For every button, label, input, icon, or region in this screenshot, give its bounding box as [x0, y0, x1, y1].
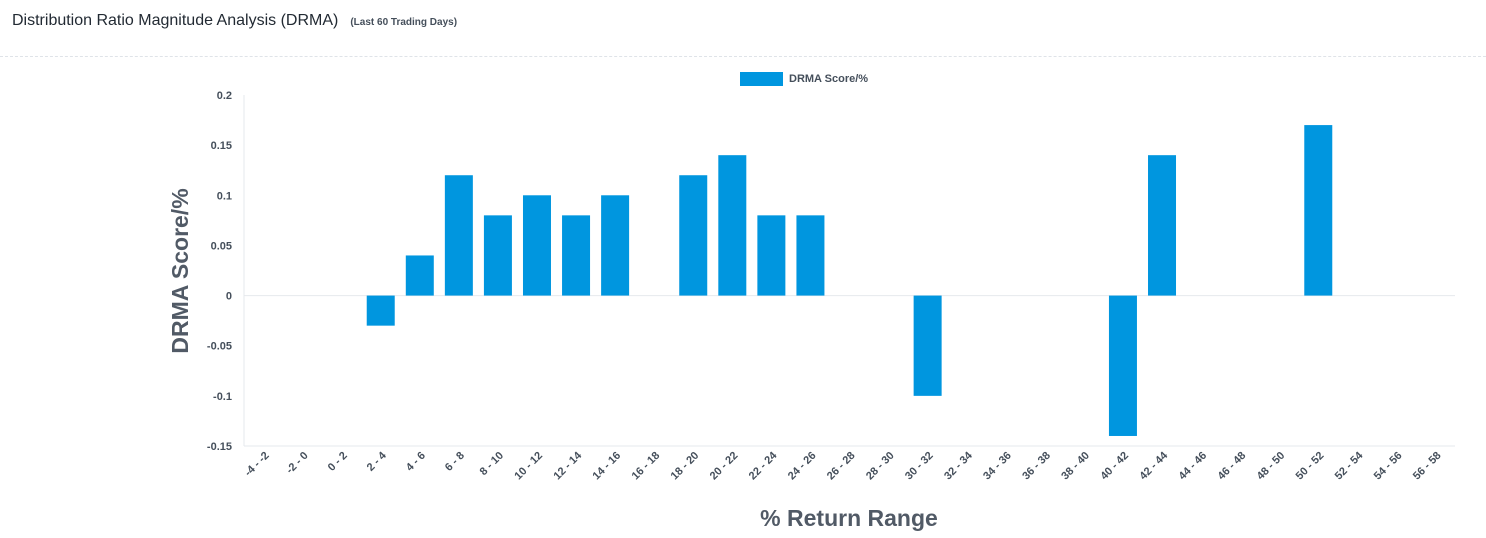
y-axis-title: DRMA Score/%	[167, 188, 193, 353]
y-tick-label: 0.15	[211, 140, 232, 152]
x-tick-label: 44 - 46	[1176, 450, 1209, 483]
x-tick-label: 50 - 52	[1294, 450, 1327, 483]
x-tick-label: 10 - 12	[512, 450, 545, 483]
y-tick-label: -0.15	[207, 441, 232, 453]
y-tick-label: 0.05	[211, 240, 232, 252]
legend-label: DRMA Score/%	[789, 73, 868, 85]
legend-swatch	[740, 72, 783, 86]
x-tick-label: 32 - 34	[942, 449, 975, 482]
x-tick-label: 18 - 20	[669, 450, 702, 483]
bar-30-32[interactable]	[913, 295, 942, 396]
bar-22-24[interactable]	[757, 215, 786, 296]
x-tick-label: 34 - 36	[981, 450, 1014, 483]
x-tick-label: 24 - 26	[786, 450, 819, 483]
x-tick-label: 8 - 10	[478, 450, 506, 478]
bar-8-10[interactable]	[483, 215, 512, 296]
x-tick-label: 40 - 42	[1098, 450, 1131, 483]
x-tick-label: 6 - 8	[443, 450, 467, 474]
bar-18-20[interactable]	[679, 175, 708, 296]
chart-header: Distribution Ratio Magnitude Analysis (D…	[12, 12, 457, 36]
x-tick-label: -2 - 0	[284, 450, 311, 477]
chart-subtitle: (Last 60 Trading Days)	[350, 17, 458, 28]
x-tick-label: 4 - 6	[404, 450, 428, 474]
chart-title: Distribution Ratio Magnitude Analysis (D…	[12, 12, 339, 29]
x-tick-label: 26 - 28	[825, 450, 858, 483]
x-tick-label: 12 - 14	[551, 449, 584, 482]
x-tick-label: 0 - 2	[326, 450, 350, 474]
x-tick-label: 36 - 38	[1020, 450, 1053, 483]
header-divider	[0, 56, 1486, 57]
x-tick-label: -4 - -2	[242, 450, 271, 479]
x-tick-label: 48 - 50	[1255, 450, 1288, 483]
bar-12-14[interactable]	[562, 215, 591, 296]
x-tick-label: 22 - 24	[747, 449, 780, 482]
bar-50-52[interactable]	[1304, 125, 1333, 296]
legend[interactable]: DRMA Score/%	[740, 72, 868, 86]
x-tick-label: 28 - 30	[864, 450, 897, 483]
x-tick-label: 2 - 4	[365, 449, 390, 474]
bar-24-26[interactable]	[796, 215, 825, 296]
x-tick-label: 38 - 40	[1059, 450, 1092, 483]
bar-4-6[interactable]	[405, 255, 434, 296]
x-tick-label: 54 - 56	[1372, 450, 1405, 483]
zero-line-group	[244, 295, 1455, 447]
bar-42-44[interactable]	[1148, 155, 1177, 296]
y-tick-label: 0.1	[217, 190, 232, 202]
x-tick-label: 52 - 54	[1333, 449, 1366, 482]
y-tick-label: -0.1	[213, 391, 232, 403]
x-tick-label: 46 - 48	[1216, 450, 1249, 483]
x-tick-label: 30 - 32	[903, 450, 936, 483]
x-axis-title: % Return Range	[760, 505, 938, 531]
bar-14-16[interactable]	[601, 195, 630, 296]
x-tick-label: 16 - 18	[630, 450, 663, 483]
bar-20-22[interactable]	[718, 155, 747, 296]
x-tick-label: 56 - 58	[1411, 450, 1444, 483]
y-tick-label: -0.05	[207, 341, 232, 353]
bars	[366, 125, 1333, 436]
bar-6-8[interactable]	[444, 175, 473, 296]
bar-10-12[interactable]	[522, 195, 551, 296]
bar-2-4[interactable]	[366, 295, 395, 326]
y-tick-label: 0.2	[217, 90, 232, 102]
x-tick-label: 42 - 44	[1137, 449, 1170, 482]
y-axis: 0.2 0.15 0.1 0.05 0 -0.05 -0.1 -0.15	[207, 90, 245, 453]
y-tick-label: 0	[226, 291, 232, 303]
bar-40-42[interactable]	[1108, 295, 1137, 436]
x-tick-label: 20 - 22	[708, 450, 741, 483]
x-tick-label: 14 - 16	[591, 450, 624, 483]
